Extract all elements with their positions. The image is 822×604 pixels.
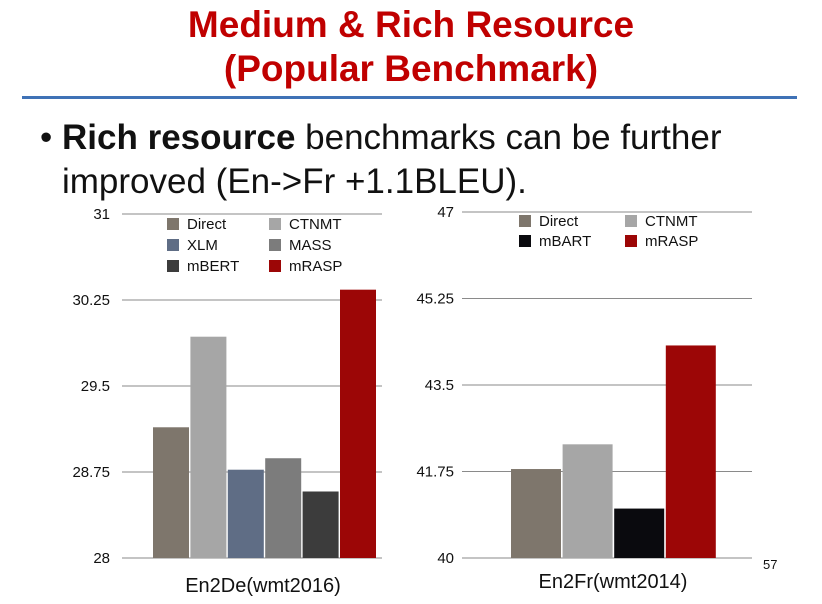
legend-swatch-0-mrasp (269, 260, 281, 272)
bar-1-mrasp (665, 345, 716, 558)
bar-0-mbert (302, 491, 339, 558)
y-tick-label-0-3: 28.75 (72, 464, 110, 481)
bullet-dot-icon: • (40, 118, 53, 157)
legend-swatch-1-ctnmt (625, 215, 637, 227)
bullet-text: Rich resource benchmarks can be further … (62, 116, 802, 204)
slide-title-line1: Medium & Rich Resource (187, 4, 635, 45)
bar-0-ctnmt (190, 336, 227, 558)
legend-label-1-ctnmt: CTNMT (645, 213, 698, 230)
bar-1-mbart (614, 508, 665, 558)
legend-swatch-0-xlm (167, 239, 179, 251)
legend-label-0-mbert: mBERT (187, 258, 239, 275)
legend-swatch-1-direct (519, 215, 531, 227)
title-divider (22, 96, 797, 99)
x-axis-label-1: En2Fr(wmt2014) (539, 571, 688, 593)
bullet-rest-text: benchmarks can be further improved (En->… (62, 118, 722, 201)
y-tick-label-0-1: 30.25 (72, 292, 110, 309)
legend-swatch-0-ctnmt (269, 218, 281, 230)
legend-label-1-mrasp: mRASP (645, 233, 698, 250)
legend-label-0-mass: MASS (289, 237, 332, 254)
legend-label-0-xlm: XLM (187, 237, 218, 254)
bar-0-xlm (227, 469, 264, 558)
bar-0-mass (265, 458, 302, 558)
y-tick-label-1-1: 45.25 (416, 291, 454, 308)
y-tick-label-1-4: 40 (437, 550, 454, 567)
x-axis-label-0: En2De(wmt2016) (185, 575, 341, 597)
legend-swatch-0-mass (269, 239, 281, 251)
legend-swatch-0-direct (167, 218, 179, 230)
legend-label-1-mbart: mBART (539, 233, 591, 250)
legend-swatch-1-mrasp (625, 235, 637, 247)
page-number: 57 (763, 557, 778, 572)
y-tick-label-1-3: 41.75 (416, 464, 454, 481)
y-tick-label-0-2: 29.5 (81, 378, 110, 395)
y-tick-label-0-4: 28 (93, 550, 110, 567)
y-tick-label-1-0: 47 (437, 204, 454, 221)
bullet-bold-text: Rich resource (62, 118, 296, 157)
legend-swatch-1-mbart (519, 235, 531, 247)
legend-label-0-ctnmt: CTNMT (289, 216, 342, 233)
y-tick-label-1-2: 43.5 (425, 377, 454, 394)
legend-label-0-direct: Direct (187, 216, 227, 233)
legend-swatch-0-mbert (167, 260, 179, 272)
legend-label-0-mrasp: mRASP (289, 258, 342, 275)
bar-0-direct (153, 427, 189, 558)
y-tick-label-0-0: 31 (93, 206, 110, 223)
bar-1-direct (511, 469, 561, 558)
slide-title-line2: (Popular Benchmark) (223, 48, 599, 89)
bar-0-mrasp (340, 289, 376, 558)
legend-label-1-direct: Direct (539, 213, 579, 230)
bar-1-ctnmt (562, 444, 613, 558)
